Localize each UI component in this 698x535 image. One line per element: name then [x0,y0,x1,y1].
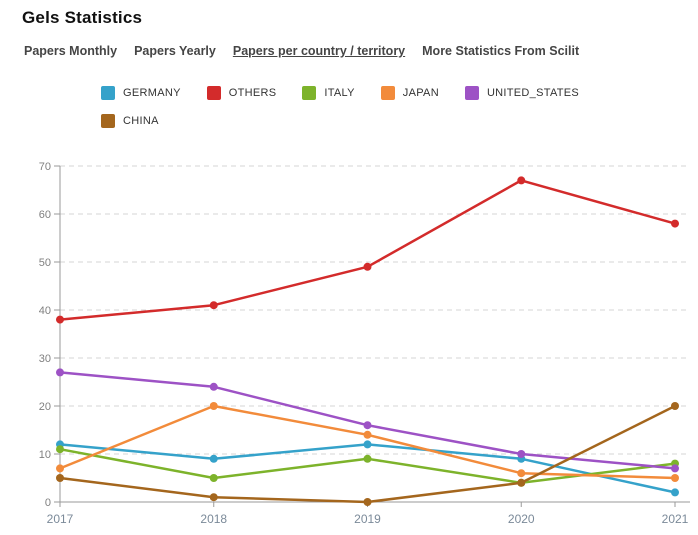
legend-swatch [101,114,115,128]
x-axis-label: 2018 [200,512,227,526]
legend: GERMANY OTHERS ITALY JAPAN UNITED_STATES CHIN… [101,86,661,128]
legend-item-germany[interactable]: GERMANY [101,86,181,100]
data-point [517,478,526,487]
y-axis-label: 0 [45,497,51,509]
y-axis-label: 40 [39,305,51,317]
data-point [671,402,679,410]
data-point [209,493,218,502]
legend-label: JAPAN [402,87,439,99]
legend-item-china[interactable]: CHINA [101,114,159,128]
data-point [363,498,372,506]
x-axis-label: 2021 [662,512,689,526]
x-axis-label: 2019 [354,512,381,526]
data-point [56,445,64,454]
legend-label: UNITED_STATES [486,87,580,99]
data-point [209,474,218,482]
data-point [363,262,372,271]
data-point [671,219,679,228]
data-point [517,469,526,478]
legend-swatch [380,86,395,100]
series-line-others [58,179,677,321]
y-axis-label: 70 [39,161,51,173]
data-point [363,454,372,463]
legend-label: CHINA [123,115,159,127]
legend-swatch [206,86,221,100]
y-axis-label: 60 [39,209,51,221]
tab-more-statistics-scilit[interactable]: More Statistics From Scilit [422,44,580,58]
data-point [209,382,218,391]
chart-area: 0 10 20 30 40 50 60 70 2017 2018 2019 2020 2021 [0,145,698,535]
tab-papers-yearly[interactable]: Papers Yearly [134,44,216,58]
tab-papers-per-country[interactable]: Papers per country / territory [232,44,406,58]
data-point [56,464,64,473]
stats-tabs: Papers Monthly Papers Yearly Papers per … [24,44,579,58]
x-axis-label: 2017 [47,512,74,526]
data-point [671,464,679,473]
legend-swatch [464,86,479,100]
page-title: Gels Statistics [22,8,143,27]
y-axis-label: 30 [39,353,51,365]
y-axis-label: 10 [39,449,51,461]
legend-label: GERMANY [123,87,181,99]
legend-swatch [302,86,317,100]
legend-item-japan[interactable]: JAPAN [380,86,439,100]
data-point [517,176,526,185]
data-point [56,368,64,377]
y-axis-label: 20 [39,401,51,413]
legend-item-united_states[interactable]: UNITED_STATES [464,86,580,100]
data-point [517,450,526,458]
data-point [56,474,64,482]
tab-papers-monthly[interactable]: Papers Monthly [24,44,118,58]
data-point [209,402,218,410]
legend-item-others[interactable]: OTHERS [206,86,277,100]
data-point [363,430,372,439]
data-point [671,488,679,497]
papers-per-country-chart: 0 10 20 30 40 50 60 70 2017 2018 2019 2020 2021 [39,161,690,526]
y-axis-label: 50 [39,257,51,269]
data-point [363,440,372,449]
legend-item-italy[interactable]: ITALY [302,86,354,100]
legend-label: ITALY [324,87,355,99]
data-point [363,421,372,430]
data-point [209,301,218,310]
legend-swatch [101,86,115,100]
x-axis-label: 2020 [508,512,535,526]
data-point [209,454,218,463]
data-point [56,315,64,324]
data-point [671,474,679,482]
legend-label: OTHERS [228,87,277,99]
